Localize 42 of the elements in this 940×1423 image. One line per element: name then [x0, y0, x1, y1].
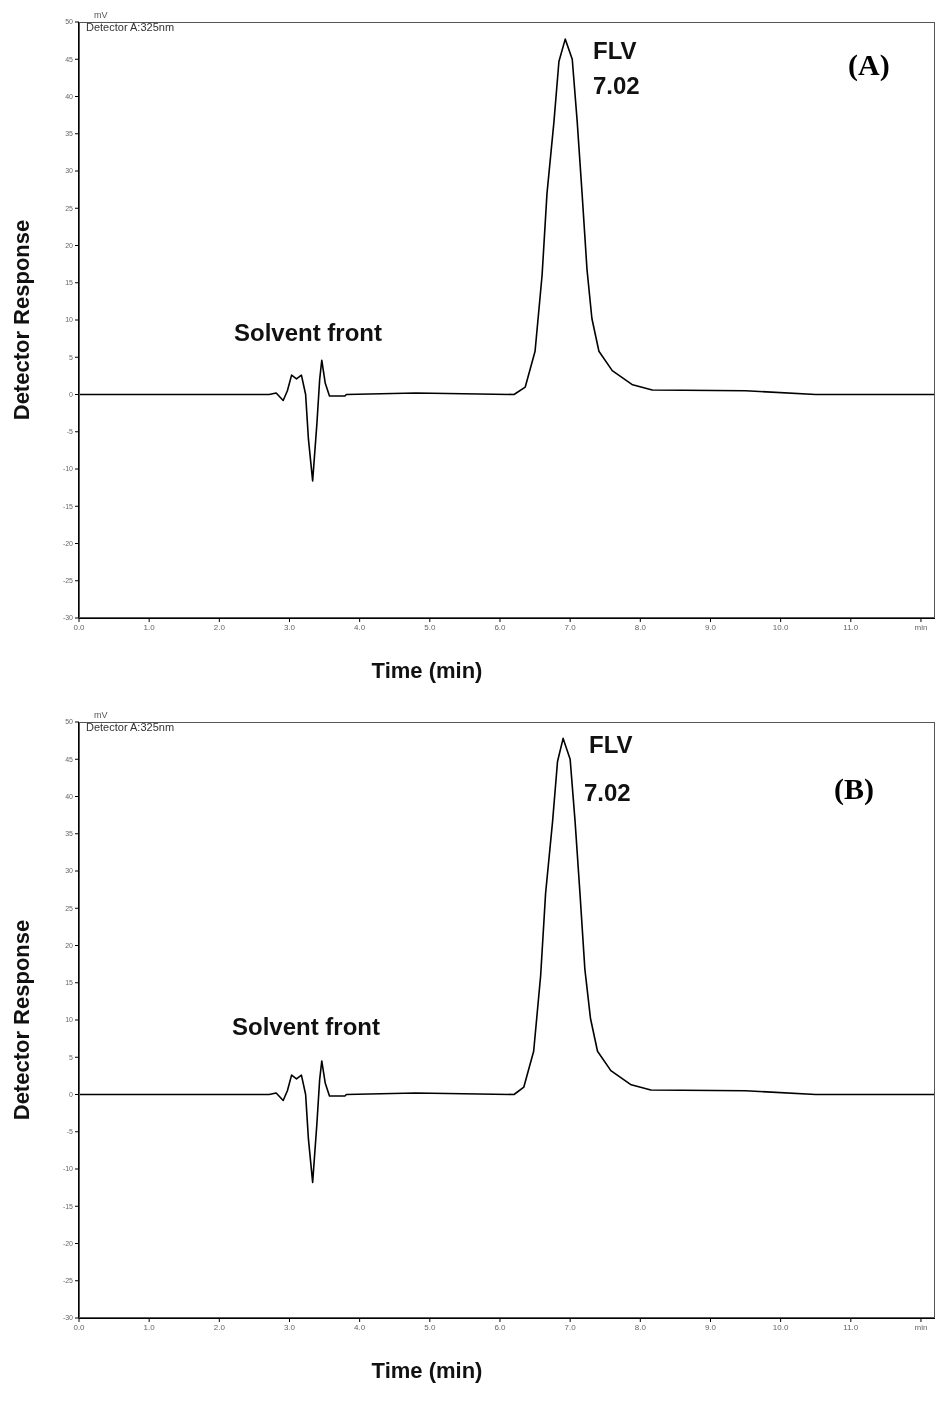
- x-tick-label: 0.0: [73, 622, 86, 632]
- x-tick-label: 4.0: [354, 622, 366, 632]
- text: mV: [94, 10, 108, 21]
- x-tick-label: 2.0: [213, 1322, 226, 1332]
- x-axis-title: Time (min): [371, 1358, 483, 1384]
- x-tick-label: 6.0: [494, 622, 507, 632]
- x-tick-label: 4.0: [354, 1322, 366, 1332]
- text: (A): [848, 48, 890, 82]
- annotation: Detector A:325nm: [86, 21, 175, 34]
- annotation: 7.02: [584, 779, 631, 807]
- annotation: FLV: [589, 731, 633, 759]
- x-tick-label: 8.0: [634, 1322, 647, 1332]
- x-tick-label: 10.0: [772, 1322, 789, 1332]
- x-tick-label: 10.0: [772, 622, 789, 632]
- x-tick-label: 6.0: [494, 1322, 507, 1332]
- text: (B): [834, 772, 874, 806]
- x-tick-label: 5.0: [424, 622, 436, 632]
- x-tick-label: 2.0: [213, 622, 226, 632]
- x-tick-label: 11.0: [843, 1322, 859, 1332]
- x-tick-label: 9.0: [704, 1322, 717, 1332]
- x-tick-label: 8.0: [634, 622, 647, 632]
- annotation: Detector A:325nm: [86, 721, 175, 734]
- x-tick-label: 3.0: [283, 622, 296, 632]
- x-tick-label: 7.0: [564, 1322, 577, 1332]
- x-tick-label: 5.0: [424, 1322, 436, 1332]
- annotation: 7.02: [593, 72, 640, 100]
- x-tick-label: min: [914, 622, 928, 632]
- annotation: Solvent front: [232, 1013, 380, 1041]
- x-axis-title: Time (min): [371, 658, 483, 684]
- text: mV: [94, 710, 108, 721]
- x-tick-label: 11.0: [843, 622, 859, 632]
- y-axis-title: Detector Response: [9, 219, 35, 421]
- x-tick-label: 0.0: [73, 1322, 86, 1332]
- x-tick-label: 1.0: [143, 1322, 156, 1332]
- y-axis-title: Detector Response: [9, 919, 35, 1121]
- annotation: Solvent front: [234, 319, 382, 347]
- x-tick-label: 9.0: [704, 622, 717, 632]
- annotation: FLV: [593, 37, 637, 65]
- x-tick-label: min: [914, 1322, 928, 1332]
- x-tick-label: 1.0: [143, 622, 156, 632]
- x-tick-label: 3.0: [283, 1322, 296, 1332]
- x-tick-label: 7.0: [564, 622, 577, 632]
